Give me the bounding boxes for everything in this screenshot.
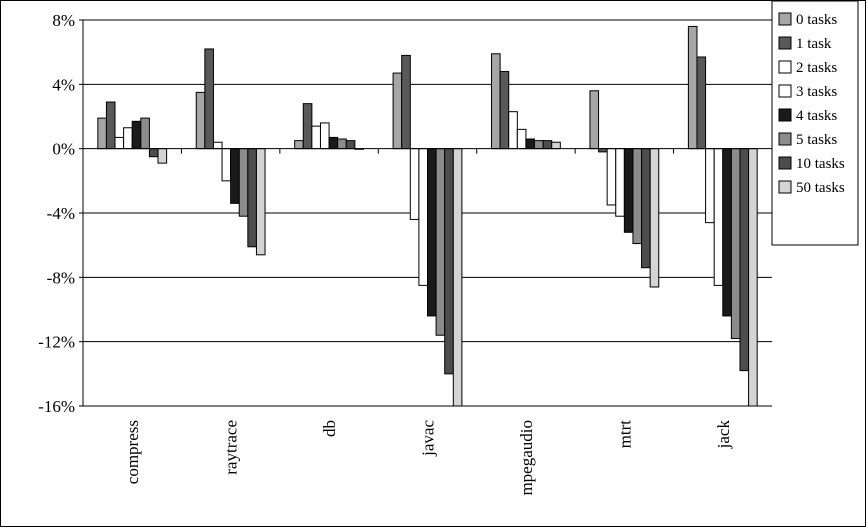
axes	[79, 19, 773, 407]
bar-compress-50-tasks	[157, 148, 168, 164]
y-tick-label: 8%	[52, 11, 75, 30]
bar-compress-2-tasks	[114, 136, 125, 150]
x-tick-label-db: db	[320, 420, 339, 437]
bar-javac-1-task	[401, 54, 411, 150]
bar-db-4-tasks	[328, 136, 339, 150]
y-tick-label: -8%	[47, 268, 75, 287]
legend-swatch-0-tasks	[778, 12, 792, 26]
bar-compress-4-tasks	[131, 120, 142, 150]
bar-jack-1-task	[696, 56, 707, 150]
bar-javac-4-tasks	[427, 148, 437, 317]
bar-raytrace-10-tasks	[247, 148, 257, 248]
bar-javac-2-tasks	[409, 148, 420, 220]
legend-label-10-tasks: 10 tasks	[796, 156, 845, 172]
bar-mtrt-0-tasks	[589, 90, 600, 150]
gridlines	[83, 19, 772, 407]
bar-jack-4-tasks	[722, 148, 732, 317]
bar-javac-10-tasks	[444, 148, 454, 375]
bar-jack-0-tasks	[687, 25, 698, 150]
legend-label-5-tasks: 5 tasks	[796, 132, 837, 148]
legend-label-1-task: 1 task	[796, 36, 832, 52]
bar-mpegaudio-10-tasks	[542, 140, 553, 150]
legend-label-0-tasks: 0 tasks	[796, 12, 837, 28]
y-tick-label: -16%	[38, 397, 75, 416]
y-tick-labels: 8% 4% 0% -4% -8% -12% -16%	[38, 11, 75, 416]
bar-compress-3-tasks	[123, 127, 133, 150]
bar-compress-1-task	[105, 101, 116, 150]
legend-label-3-tasks: 3 tasks	[796, 84, 837, 100]
y-tick-label: 4%	[52, 75, 75, 94]
legend: 0 tasks 1 task 2 tasks 3 tasks 4 tasks 5 task…	[771, 0, 859, 246]
bar-mtrt-2-tasks	[606, 148, 617, 206]
bar-javac-3-tasks	[418, 148, 428, 286]
bar-db-3-tasks	[319, 122, 330, 150]
legend-label-4-tasks: 4 tasks	[796, 108, 837, 124]
x-tick-label-raytrace: raytrace	[222, 420, 241, 475]
bar-mtrt-5-tasks	[632, 148, 643, 245]
x-tick-label-compress: compress	[123, 420, 142, 484]
bar-raytrace-4-tasks	[230, 148, 240, 204]
bar-db-0-tasks	[294, 140, 304, 150]
x-tick-label-javac: javac	[419, 420, 438, 457]
bar-mpegaudio-50-tasks	[551, 141, 561, 150]
legend-label-50-tasks: 50 tasks	[796, 180, 845, 196]
legend-swatch-3-tasks	[778, 84, 792, 98]
bar-mpegaudio-1-task	[499, 70, 510, 150]
x-tick-label-jack: jack	[714, 420, 733, 450]
bar-db-5-tasks	[337, 138, 347, 150]
bar-jack-10-tasks	[739, 148, 750, 372]
bar-jack-2-tasks	[705, 148, 715, 224]
bar-raytrace-3-tasks	[221, 148, 232, 182]
bar-javac-0-tasks	[392, 72, 403, 150]
bar-mtrt-10-tasks	[641, 148, 651, 269]
bar-raytrace-50-tasks	[255, 148, 266, 256]
bar-jack-3-tasks	[713, 148, 724, 286]
bar-db-2-tasks	[311, 125, 321, 150]
bar-raytrace-0-tasks	[195, 91, 206, 150]
bar-mtrt-50-tasks	[649, 148, 660, 288]
bar-raytrace-5-tasks	[238, 148, 249, 217]
bar-mpegaudio-0-tasks	[491, 53, 501, 150]
bar-javac-5-tasks	[435, 148, 446, 336]
x-tick-label-mpegaudio: mpegaudio	[517, 420, 536, 496]
x-tick-labels: compress raytrace db javac mpegaudio mtrt jack	[123, 420, 733, 496]
bar-mpegaudio-4-tasks	[525, 138, 536, 150]
bar-compress-0-tasks	[97, 117, 107, 150]
legend-swatch-2-tasks	[778, 60, 792, 74]
bar-mtrt-3-tasks	[615, 148, 625, 217]
legend-label-2-tasks: 2 tasks	[796, 60, 837, 76]
bar-mpegaudio-5-tasks	[534, 140, 544, 150]
bar-compress-5-tasks	[140, 117, 150, 150]
y-tick-label: 0%	[52, 140, 75, 159]
y-tick-label: -12%	[38, 333, 75, 352]
bar-javac-50-tasks	[452, 148, 463, 407]
bar-raytrace-1-task	[204, 48, 214, 150]
bar-db-10-tasks	[345, 140, 356, 150]
bar-jack-50-tasks	[748, 148, 758, 407]
legend-swatch-5-tasks	[778, 132, 792, 146]
bar-mpegaudio-3-tasks	[516, 128, 527, 150]
x-tick-label-mtrt: mtrt	[615, 420, 634, 449]
bar-compress-10-tasks	[148, 148, 159, 158]
bar-mtrt-4-tasks	[623, 148, 634, 233]
legend-swatch-10-tasks	[778, 156, 792, 170]
legend-swatch-50-tasks	[778, 180, 792, 194]
legend-swatch-1-task	[778, 36, 792, 50]
bar-raytrace-2-tasks	[212, 141, 223, 150]
bar-db-1-task	[302, 103, 313, 150]
y-tick-label: -4%	[47, 204, 75, 223]
bar-mpegaudio-2-tasks	[508, 111, 518, 150]
legend-swatch-4-tasks	[778, 108, 792, 122]
bar-jack-5-tasks	[730, 148, 741, 339]
